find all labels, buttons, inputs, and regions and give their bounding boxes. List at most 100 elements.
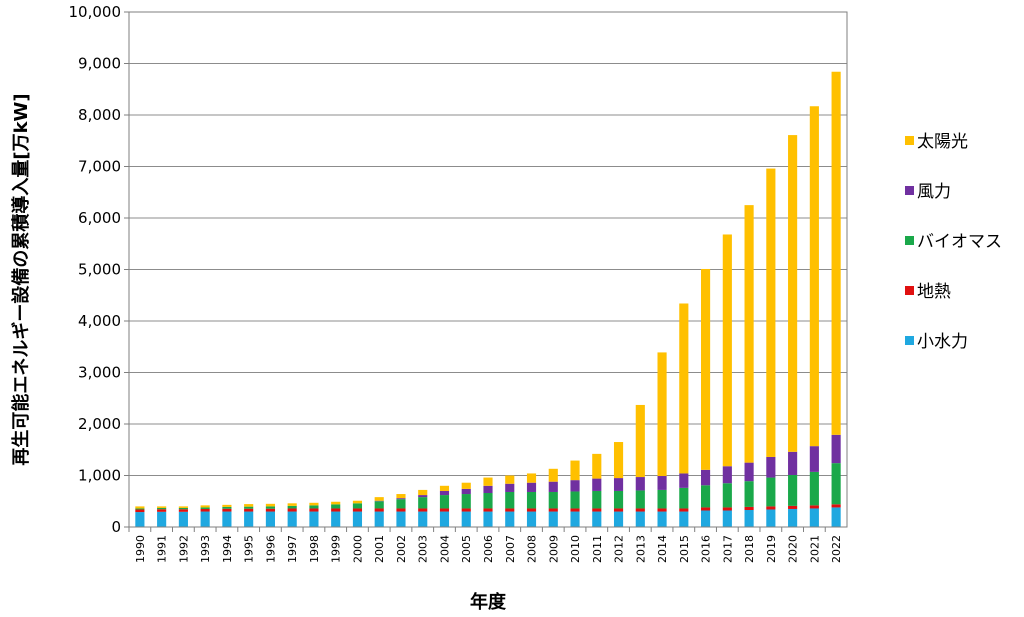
- bar-segment-太陽光-2003: [418, 489, 428, 496]
- y-axis-ticks: 0 1,000 2,000 3,000 4,000 5,000 6,000 7,000 8,00…: [69, 3, 129, 536]
- bar-segment-太陽光-1999: [331, 501, 341, 505]
- bar-segment-小水力-2015: [679, 511, 689, 527]
- bar-segment-地熱-1998: [309, 508, 319, 512]
- bar-segment-バイオマス-2016: [701, 485, 711, 508]
- bar-segment-太陽光-1992: [178, 506, 188, 508]
- x-tick-label: 1992: [177, 535, 190, 563]
- bar-segment-小水力-2014: [657, 511, 667, 527]
- bar-segment-風力-2021: [809, 446, 819, 472]
- bar-segment-太陽光-1991: [157, 506, 167, 508]
- x-axis-ticks: 1990 1991 1992 1993 1994 1995 1996 1997 1998 1999…: [128, 527, 843, 563]
- bar-segment-地熱-2006: [483, 508, 493, 512]
- bar-segment-風力-2019: [766, 456, 776, 478]
- bar-segment-地熱-2008: [526, 508, 537, 512]
- bar-segment-地熱-2007: [505, 508, 515, 512]
- bar-segment-太陽光-2022: [831, 71, 841, 435]
- bars: [135, 71, 841, 527]
- x-tick-label: 1993: [199, 535, 212, 563]
- bar-segment-風力-2020: [788, 451, 798, 475]
- bar-segment-太陽光-2009: [548, 468, 558, 482]
- bar-segment-小水力-1990: [135, 512, 145, 527]
- bar-segment-風力-2003: [418, 495, 428, 498]
- x-tick-label: 2016: [700, 535, 713, 563]
- bar-segment-太陽光-1996: [265, 503, 275, 507]
- bar-segment-小水力-1994: [222, 511, 232, 527]
- bar-segment-バイオマス-2018: [744, 481, 754, 507]
- bar-segment-バイオマス-2010: [570, 491, 580, 509]
- bar-segment-地熱-1996: [265, 508, 275, 512]
- bar-segment-太陽光-2020: [788, 135, 798, 452]
- bar-segment-地熱-2002: [396, 508, 406, 512]
- bar-segment-バイオマス-1990: [135, 508, 145, 510]
- bar-segment-小水力-1991: [157, 511, 167, 527]
- bar-segment-太陽光-2000: [352, 500, 363, 504]
- bar-segment-地熱-1992: [178, 509, 188, 512]
- bar-segment-地熱-2013: [635, 508, 645, 512]
- y-tick-label: 7,000: [78, 158, 121, 176]
- bar-segment-小水力-2004: [439, 511, 450, 527]
- bar-segment-小水力-2018: [744, 510, 754, 527]
- bar-segment-小水力-2010: [570, 511, 580, 527]
- bar-segment-バイオマス-2011: [592, 490, 602, 509]
- bar-segment-地熱-2020: [788, 505, 798, 509]
- x-tick-label: 2013: [634, 535, 647, 563]
- bar-segment-バイオマス-2006: [483, 493, 493, 509]
- bar-segment-小水力-2011: [592, 511, 602, 527]
- y-tick-label: 10,000: [69, 3, 122, 21]
- x-tick-label: 2010: [569, 535, 582, 563]
- bar-segment-小水力-1996: [265, 511, 275, 527]
- bar-segment-太陽光-2010: [570, 460, 580, 481]
- bar-segment-小水力-2003: [418, 511, 428, 527]
- bar-segment-小水力-1999: [331, 511, 341, 527]
- bar-segment-バイオマス-1995: [244, 506, 254, 509]
- x-tick-label: 1999: [330, 535, 343, 563]
- bar-segment-小水力-2001: [374, 511, 384, 527]
- bar-segment-風力-2010: [570, 480, 580, 492]
- x-tick-label: 1994: [221, 535, 234, 563]
- bar-segment-太陽光-2005: [461, 482, 471, 489]
- bar-segment-地熱-1997: [287, 508, 297, 512]
- x-axis-title: 年度: [470, 591, 507, 613]
- bar-segment-バイオマス-2013: [635, 490, 645, 509]
- bar-segment-風力-2002: [396, 498, 406, 500]
- bar-segment-地熱-1991: [157, 509, 167, 512]
- bar-segment-小水力-1995: [244, 511, 254, 527]
- bar-segment-バイオマス-2005: [461, 494, 471, 509]
- bar-segment-太陽光-2021: [809, 106, 819, 447]
- x-tick-label: 2003: [417, 535, 430, 563]
- bar-segment-地熱-1995: [244, 508, 254, 512]
- bar-segment-太陽光-2001: [374, 497, 384, 501]
- y-tick-label: 9,000: [78, 55, 121, 73]
- bar-segment-地熱-1990: [135, 509, 145, 513]
- bar-segment-風力-2001: [374, 500, 384, 502]
- legend-swatch: [905, 336, 914, 345]
- bar-segment-小水力-2019: [766, 509, 776, 527]
- x-tick-label: 2018: [743, 535, 756, 563]
- y-tick-label: 0: [111, 518, 121, 536]
- bar-segment-風力-2018: [744, 462, 754, 482]
- legend-swatch: [905, 236, 914, 245]
- bar-segment-風力-2008: [526, 482, 537, 492]
- bar-segment-地熱-1994: [222, 508, 232, 512]
- bar-segment-バイオマス-2014: [657, 489, 667, 509]
- x-tick-label: 1996: [264, 535, 277, 563]
- x-tick-label: 1991: [156, 535, 169, 563]
- bar-segment-バイオマス-2020: [788, 474, 798, 506]
- bar-segment-太陽光-2015: [679, 303, 689, 474]
- bar-segment-バイオマス-2007: [505, 491, 515, 509]
- bar-segment-バイオマス-2012: [613, 490, 624, 509]
- bar-segment-太陽光-1995: [244, 504, 254, 507]
- bar-segment-風力-2014: [657, 476, 667, 490]
- x-tick-label: 2011: [591, 535, 604, 563]
- bar-segment-風力-2006: [483, 485, 493, 494]
- x-tick-label: 2014: [656, 535, 669, 563]
- bar-segment-バイオマス-1991: [157, 507, 167, 510]
- x-tick-label: 2015: [678, 535, 691, 563]
- bar-segment-小水力-2020: [788, 508, 798, 527]
- bar-segment-バイオマス-1994: [222, 506, 232, 509]
- bar-segment-小水力-1997: [287, 511, 297, 527]
- bar-segment-バイオマス-2019: [766, 477, 776, 507]
- bar-segment-小水力-1998: [309, 511, 319, 527]
